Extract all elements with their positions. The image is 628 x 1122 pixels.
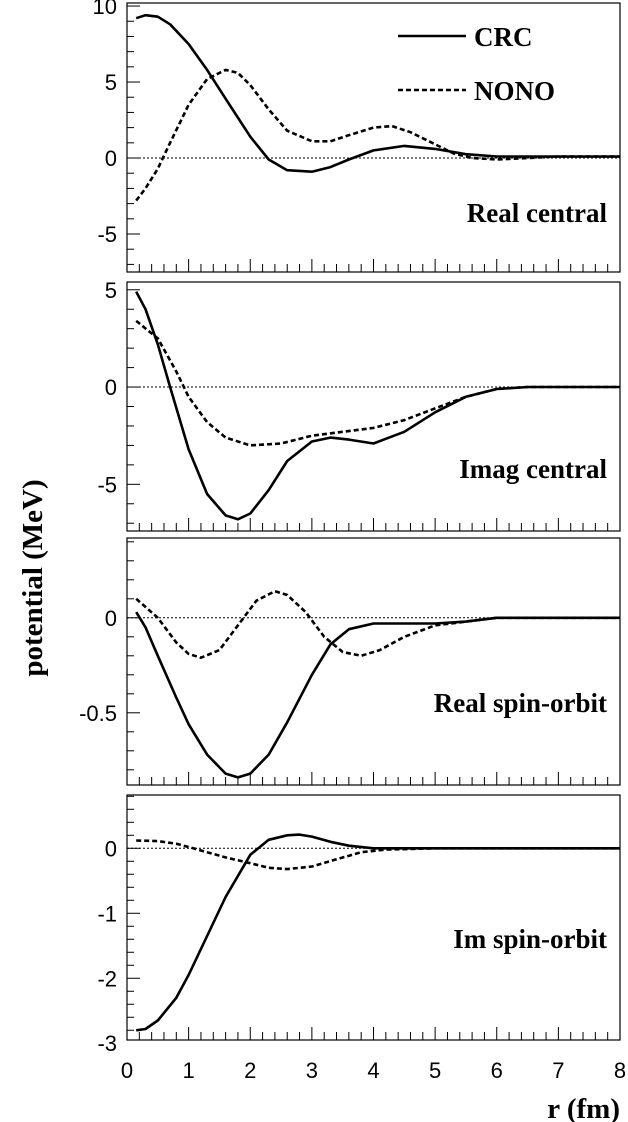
series-line-nono [136, 839, 620, 871]
y-tick-label: -0.5 [79, 701, 117, 726]
panel-label: Real spin-orbit [434, 688, 607, 718]
series-line-nono [135, 319, 620, 447]
y-tick-label: 0 [105, 375, 117, 400]
x-tick-label: 3 [306, 1058, 318, 1083]
panel-frame [126, 2, 621, 273]
series-line-nono [135, 589, 620, 659]
x-tick-label: 0 [121, 1058, 133, 1083]
panel-2: 5 0 -5 Imag central [97, 278, 621, 532]
series-line-crc [135, 291, 620, 521]
panel-frame [126, 794, 621, 1041]
y-axis-title: potential (MeV) [17, 479, 49, 676]
x-tick-label: 8 [614, 1058, 626, 1083]
panel-1: 10 5 0 -5 Real central [93, 0, 621, 273]
x-axis-title: r (fm) [547, 1093, 620, 1122]
panel-label: Im spin-orbit [453, 924, 607, 954]
y-tick-label: 0 [105, 146, 117, 171]
x-tick-label: 1 [183, 1058, 195, 1083]
panel-frame [126, 537, 621, 786]
x-tick-label: 5 [429, 1058, 441, 1083]
x-tick-label: 6 [491, 1058, 503, 1083]
x-tick-label: 4 [367, 1058, 379, 1083]
panel-label: Real central [467, 198, 608, 228]
legend: CRC NONO [398, 22, 555, 106]
y-tick-label: -5 [97, 222, 117, 247]
y-tick-label: -2 [97, 966, 117, 991]
y-tick-label: 10 [93, 0, 117, 19]
panel-4: 0 -1 -2 -3 Im spin-orbit [97, 794, 621, 1056]
x-tick-label: 2 [244, 1058, 256, 1083]
legend-label-crc: CRC [474, 22, 533, 52]
y-tick-label: 5 [105, 70, 117, 95]
panel-3: 0 -0.5 Real spin-orbit [79, 537, 621, 786]
panel-label: Imag central [459, 454, 607, 484]
series-line-crc [135, 13, 620, 173]
y-tick-label: -5 [97, 472, 117, 497]
y-tick-label: 5 [105, 278, 117, 303]
y-tick-label: -1 [97, 901, 117, 926]
legend-label-nono: NONO [474, 76, 555, 106]
x-tick-label: 7 [552, 1058, 564, 1083]
x-tick-labels: 0 1 2 3 4 5 6 7 8 [121, 1058, 626, 1083]
series-line-nono [135, 68, 620, 202]
y-axis-title-group: potential (MeV) [17, 479, 49, 676]
y-tick-label: 0 [105, 836, 117, 861]
panel-frame [126, 281, 621, 532]
y-tick-label: 0 [105, 606, 117, 631]
y-tick-label: -3 [97, 1031, 117, 1056]
